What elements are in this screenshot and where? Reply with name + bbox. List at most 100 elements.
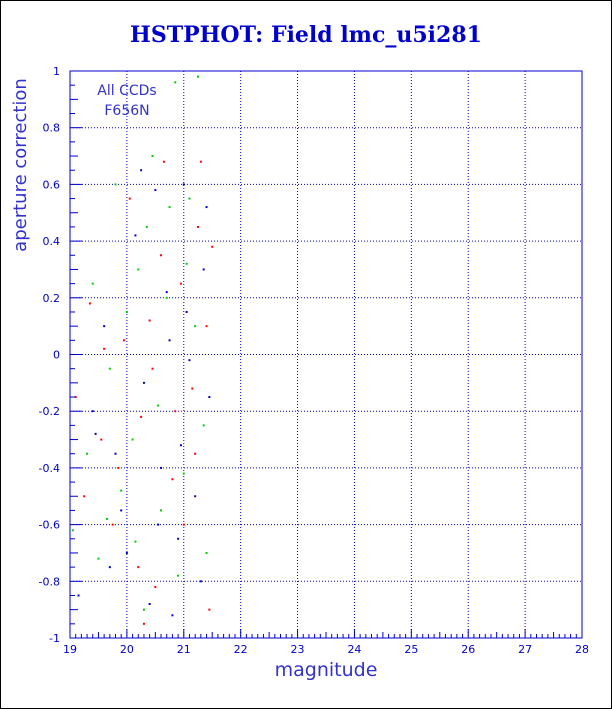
data-point — [179, 444, 182, 447]
data-point — [151, 155, 154, 158]
data-point — [205, 551, 208, 554]
data-point — [208, 396, 211, 399]
data-point — [100, 438, 103, 441]
data-point — [205, 206, 208, 209]
data-point — [137, 566, 140, 569]
data-point — [114, 452, 117, 455]
chart-title: HSTPHOT: Field lmc_u5i281 — [130, 22, 482, 48]
y-tick-label: 1 — [53, 65, 60, 78]
axis-ticks: 19 20 21 22 23 24 25 26 27 28 -1 -0.8 -0.6 -0.4 -0.2 0 0… — [39, 65, 589, 656]
y-tick-label: -0.8 — [39, 575, 60, 588]
data-point — [168, 339, 171, 342]
data-point — [171, 478, 174, 481]
data-point — [134, 540, 137, 543]
data-point — [211, 245, 214, 248]
x-tick-label: 28 — [575, 643, 589, 656]
x-tick-label: 23 — [291, 643, 305, 656]
data-point — [114, 183, 117, 186]
data-point — [182, 523, 185, 526]
y-tick-label: 0 — [53, 349, 60, 362]
data-point — [125, 551, 128, 554]
data-point — [160, 466, 163, 469]
data-point — [165, 291, 168, 294]
x-tick-label: 22 — [234, 643, 248, 656]
data-point — [194, 325, 197, 328]
data-point — [131, 438, 134, 441]
data-point — [202, 268, 205, 271]
data-point — [160, 254, 163, 257]
data-point — [162, 160, 165, 163]
y-tick-label: 0.6 — [43, 178, 61, 191]
data-points — [71, 75, 214, 625]
y-tick-label: -0.6 — [39, 519, 60, 532]
y-tick-label: 0.2 — [43, 292, 61, 305]
x-tick-label: 27 — [518, 643, 532, 656]
data-point — [168, 206, 171, 209]
data-point — [148, 319, 151, 322]
data-point — [142, 608, 145, 611]
data-point — [91, 410, 94, 413]
grid-lines — [70, 71, 582, 638]
data-point — [145, 225, 148, 228]
data-point — [91, 282, 94, 285]
data-point — [108, 566, 111, 569]
data-point — [103, 347, 106, 350]
y-tick-label: -0.4 — [39, 462, 60, 475]
data-point — [154, 585, 157, 588]
data-point — [199, 160, 202, 163]
x-tick-label: 21 — [177, 643, 191, 656]
x-tick-label: 25 — [404, 643, 418, 656]
data-point — [123, 339, 126, 342]
data-point — [142, 381, 145, 384]
data-point — [117, 466, 120, 469]
data-point — [154, 189, 157, 192]
data-point — [160, 509, 163, 512]
data-point — [108, 367, 111, 370]
data-point — [197, 75, 199, 78]
data-point — [191, 387, 194, 390]
annotation-ccds: All CCDs — [97, 83, 156, 99]
x-tick-label: 19 — [63, 643, 77, 656]
data-point — [157, 523, 160, 526]
data-point — [83, 495, 86, 498]
data-point — [174, 81, 177, 84]
data-point — [97, 557, 100, 560]
data-point — [103, 325, 106, 328]
x-axis-label: magnitude — [275, 659, 378, 681]
data-point — [128, 197, 131, 200]
x-tick-label: 24 — [347, 643, 361, 656]
data-point — [74, 396, 77, 399]
data-point — [105, 517, 108, 520]
data-point — [205, 325, 208, 328]
data-point — [199, 580, 202, 583]
data-point — [125, 310, 128, 313]
data-point — [140, 415, 143, 418]
data-point — [182, 472, 185, 475]
data-point — [202, 424, 205, 427]
y-tick-label: 0.8 — [43, 122, 61, 135]
data-point — [182, 183, 185, 186]
data-point — [157, 404, 160, 407]
data-point — [134, 234, 137, 237]
data-point — [194, 452, 197, 455]
data-point — [86, 452, 89, 455]
data-point — [151, 367, 154, 370]
data-point — [148, 602, 151, 605]
y-tick-label: -1 — [49, 632, 60, 645]
data-point — [185, 262, 188, 265]
x-tick-label: 26 — [461, 643, 475, 656]
data-point — [197, 225, 199, 228]
data-point — [188, 359, 191, 362]
data-point — [140, 169, 143, 172]
data-point — [137, 268, 140, 271]
data-point — [171, 614, 174, 617]
x-tick-label: 20 — [120, 643, 134, 656]
data-point — [111, 523, 114, 526]
data-point — [88, 302, 91, 305]
data-point — [188, 197, 191, 200]
data-point — [120, 489, 123, 492]
y-axis-label: aperture correction — [10, 78, 31, 252]
data-point — [71, 529, 74, 532]
data-point — [179, 282, 182, 285]
